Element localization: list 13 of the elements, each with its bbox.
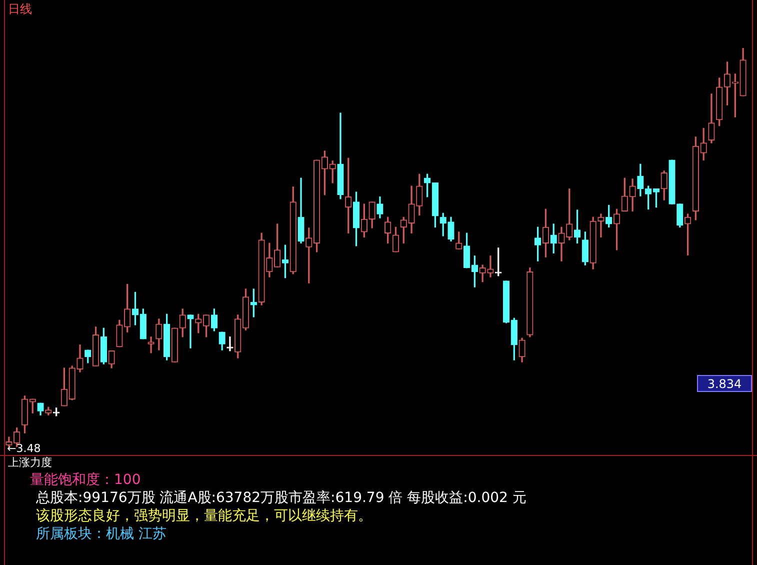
text: 上涨力度 [8, 456, 52, 469]
text: 量能饱和度：100 [30, 472, 141, 488]
text: 总股本:99176万股 流通A股:63782万股市盈率:619.79 倍 每股收益:0.002 元 [36, 490, 526, 506]
candlestick [598, 214, 604, 238]
candlestick [148, 336, 154, 354]
candlestick [487, 256, 494, 278]
candlestick [187, 314, 194, 348]
annotation: ←3.48 [7, 442, 41, 455]
chart-title: 日线 [8, 2, 32, 16]
annotation: 3.834 [697, 375, 752, 392]
text: 该股形态良好，强势明显，量能充足，可以继续持有。 [36, 508, 372, 524]
candlestick [226, 336, 234, 352]
text: 所属板块：机械 江苏 [36, 526, 166, 542]
